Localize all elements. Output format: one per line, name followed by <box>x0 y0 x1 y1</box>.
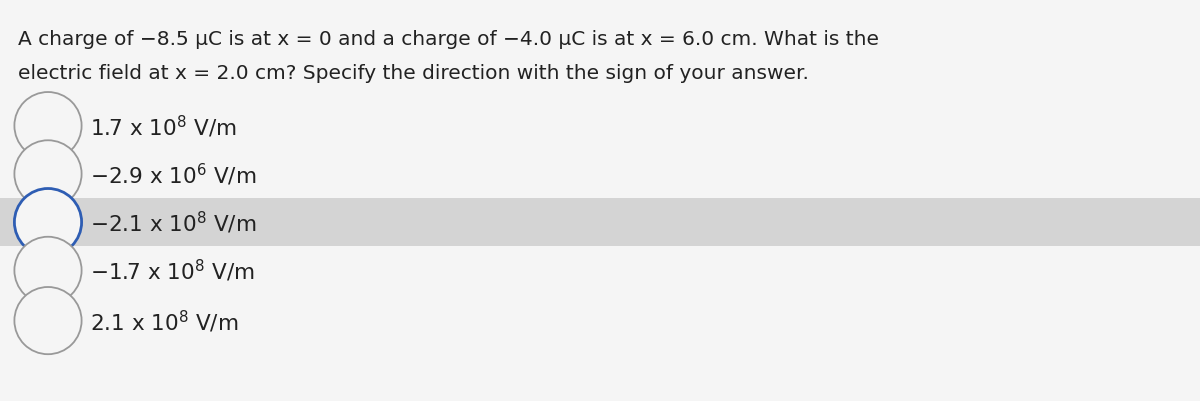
Ellipse shape <box>14 141 82 208</box>
Ellipse shape <box>14 287 82 354</box>
Ellipse shape <box>14 237 82 304</box>
Text: electric field at x = 2.0 cm? Specify the direction with the sign of your answer: electric field at x = 2.0 cm? Specify th… <box>18 64 809 83</box>
Text: 1.7 x 10$^{8}$ V/m: 1.7 x 10$^{8}$ V/m <box>90 113 236 140</box>
Text: 2.1 x 10$^{8}$ V/m: 2.1 x 10$^{8}$ V/m <box>90 308 239 334</box>
Text: −1.7 x 10$^{8}$ V/m: −1.7 x 10$^{8}$ V/m <box>90 257 254 284</box>
Text: A charge of −8.5 μC is at x = 0 and a charge of −4.0 μC is at x = 6.0 cm. What i: A charge of −8.5 μC is at x = 0 and a ch… <box>18 30 878 49</box>
Ellipse shape <box>14 189 82 256</box>
FancyBboxPatch shape <box>0 198 1200 247</box>
Ellipse shape <box>14 93 82 160</box>
Text: −2.1 x 10$^{8}$ V/m: −2.1 x 10$^{8}$ V/m <box>90 209 257 236</box>
Text: −2.9 x 10$^{6}$ V/m: −2.9 x 10$^{6}$ V/m <box>90 161 257 188</box>
